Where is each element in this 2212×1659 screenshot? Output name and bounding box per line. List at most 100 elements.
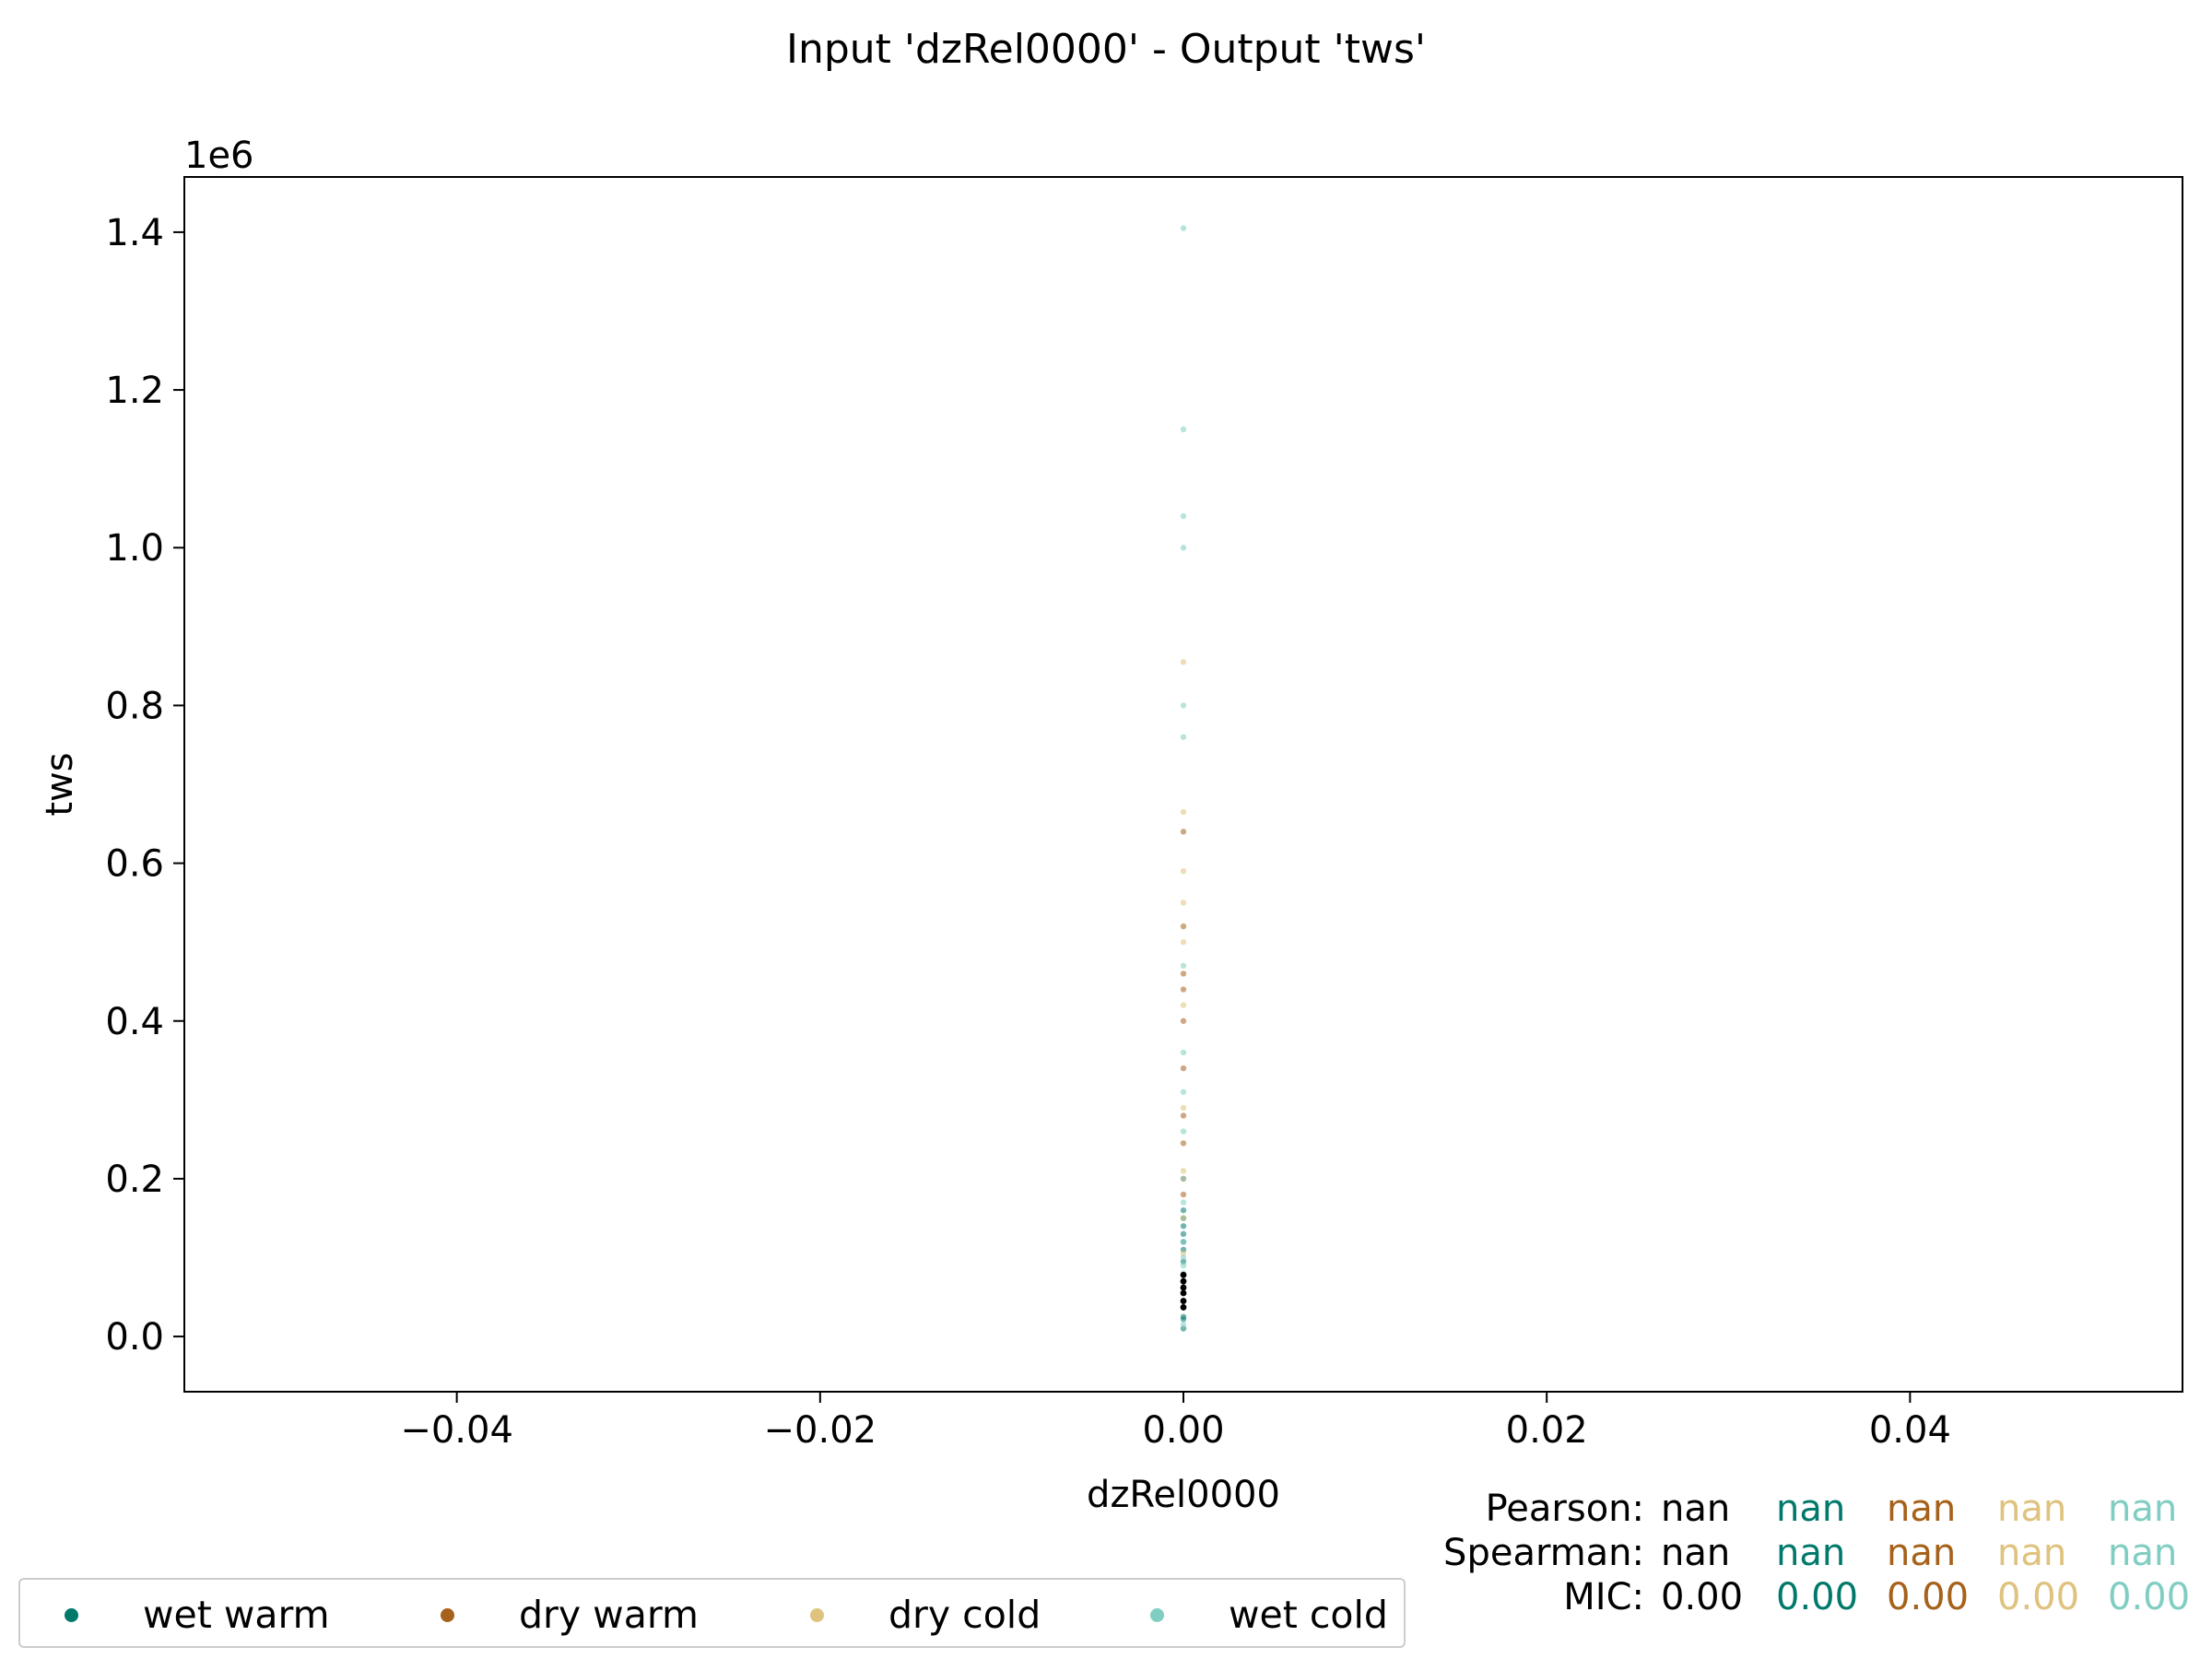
y-tick-label: 0.4 — [105, 1001, 164, 1043]
legend-label-dry-warm: dry warm — [519, 1593, 699, 1637]
data-point-dry-warm — [1180, 1018, 1187, 1024]
legend-marker-dry-cold — [810, 1607, 824, 1622]
stat-value: nan — [2108, 1488, 2178, 1530]
legend: wet warm dry warm dry cold wet cold — [18, 1578, 1406, 1648]
stat-row: Spearman: nan nan nan nan nan — [1410, 1532, 2203, 1576]
x-axis-label: dzRel0000 — [1087, 1474, 1280, 1516]
stat-value: nan — [1776, 1532, 1846, 1574]
axes-layer: −0.04 −0.02 0.00 0.02 0.04 0.0 0.2 0.4 0.6 0.8 1.0… — [39, 135, 1951, 1516]
legend-label-wet-warm: wet warm — [143, 1593, 330, 1637]
x-tick-label: 0.00 — [1142, 1409, 1224, 1452]
data-point-dry-cold — [1180, 659, 1187, 665]
data-point-highlight — [1180, 1271, 1187, 1278]
data-point-dry-cold — [1180, 1002, 1187, 1008]
data-point-dry-cold — [1180, 1168, 1187, 1174]
stat-value: nan — [1997, 1488, 2067, 1530]
legend-marker-wet-cold — [1150, 1607, 1164, 1622]
stat-value: nan — [1997, 1532, 2067, 1574]
y-tick-label: 0.0 — [105, 1316, 164, 1359]
data-point-wet-cold — [1180, 512, 1187, 520]
data-point-wet-cold — [1180, 1049, 1187, 1056]
y-tick-label: 0.6 — [105, 843, 164, 886]
data-point-dry-warm — [1180, 971, 1187, 977]
y-offset-text: 1e6 — [184, 135, 254, 177]
data-point-wet-cold — [1180, 1175, 1187, 1182]
data-point-wet-warm — [1180, 1230, 1187, 1238]
x-tick-label: 0.04 — [1869, 1409, 1951, 1452]
stat-row: MIC: 0.00 0.00 0.00 0.00 0.00 — [1410, 1576, 2203, 1620]
data-point-highlight — [1180, 1304, 1187, 1311]
data-point-wet-cold — [1180, 545, 1187, 551]
legend-label-wet-cold: wet cold — [1229, 1593, 1388, 1637]
y-tick-label: 1.4 — [105, 212, 164, 254]
data-point-dry-cold — [1180, 1215, 1187, 1221]
data-point-wet-cold — [1180, 702, 1187, 709]
data-point-highlight — [1180, 1277, 1187, 1285]
data-point-dry-warm — [1180, 1191, 1187, 1198]
data-point-dry-warm — [1180, 1112, 1187, 1119]
stat-value: 0.00 — [1776, 1576, 1859, 1618]
data-point-dry-cold — [1180, 938, 1187, 946]
legend-item-wet-cold: wet cold — [1150, 1580, 1388, 1650]
stat-value: 0.00 — [1887, 1576, 1970, 1618]
data-point-wet-cold — [1180, 734, 1187, 740]
data-point-wet-cold — [1180, 1322, 1187, 1328]
data-point-wet-cold — [1180, 1239, 1187, 1245]
stat-value: nan — [1661, 1488, 1731, 1530]
correlation-stats: Pearson: nan nan nan nan nan Spearman: nan nan na… — [1410, 1488, 2203, 1653]
data-point-wet-warm — [1180, 1313, 1187, 1320]
legend-item-wet-warm: wet warm — [65, 1580, 330, 1650]
data-point-wet-warm — [1180, 1206, 1187, 1214]
data-point-dry-cold — [1180, 808, 1187, 816]
legend-marker-dry-warm — [441, 1607, 454, 1622]
data-point-dry-warm — [1180, 829, 1187, 835]
stat-value: nan — [2108, 1532, 2178, 1574]
stat-row: Pearson: nan nan nan nan nan — [1410, 1488, 2203, 1532]
legend-item-dry-warm: dry warm — [441, 1580, 699, 1650]
stat-value: nan — [1776, 1488, 1846, 1530]
legend-label-dry-cold: dry cold — [888, 1593, 1041, 1637]
data-point-wet-cold — [1180, 1199, 1187, 1206]
data-point-wet-cold — [1180, 1128, 1187, 1135]
stat-value: nan — [1887, 1488, 1957, 1530]
y-tick-label: 0.2 — [105, 1159, 164, 1201]
data-point-dry-cold — [1180, 900, 1187, 906]
legend-marker-wet-warm — [65, 1607, 78, 1622]
legend-item-dry-cold: dry cold — [810, 1580, 1041, 1650]
data-point-dry-warm — [1180, 986, 1187, 993]
data-point-wet-cold — [1180, 962, 1187, 970]
data-point-dry-warm — [1180, 1065, 1187, 1072]
chart-title: Input 'dzRel0000' - Output 'tws' — [785, 26, 1427, 73]
stat-label: MIC: — [1563, 1576, 1644, 1618]
stat-label: Spearman: — [1443, 1532, 1644, 1574]
data-point-wet-cold — [1180, 426, 1187, 433]
data-point-wet-cold — [1180, 1088, 1187, 1095]
stat-label: Pearson: — [1485, 1488, 1644, 1530]
stat-value: 0.00 — [1997, 1576, 2080, 1618]
data-point-dry-cold — [1180, 1104, 1187, 1112]
x-tick-label: −0.02 — [764, 1409, 877, 1452]
data-point-wet-cold — [1180, 225, 1187, 231]
data-point-wet-cold — [1180, 1254, 1187, 1261]
data-point-wet-cold — [1180, 1262, 1187, 1269]
y-tick-label: 1.0 — [105, 527, 164, 570]
stat-value: nan — [1887, 1532, 1957, 1574]
data-point-dry-cold — [1180, 867, 1187, 875]
y-tick-label: 1.2 — [105, 370, 164, 412]
stat-value: 0.00 — [1661, 1576, 1744, 1618]
x-tick-label: −0.04 — [400, 1409, 513, 1452]
data-point-highlight — [1180, 1284, 1187, 1291]
y-axis-label: tws — [39, 752, 81, 816]
stat-value: nan — [1661, 1532, 1731, 1574]
y-tick-label: 0.8 — [105, 685, 164, 727]
data-point-dry-warm — [1180, 1140, 1187, 1147]
marks-layer — [1180, 225, 1187, 1332]
data-point-highlight — [1180, 1298, 1187, 1304]
data-point-dry-warm — [1180, 923, 1187, 930]
stat-value: 0.00 — [2108, 1576, 2191, 1618]
x-tick-label: 0.02 — [1506, 1409, 1588, 1452]
data-point-wet-warm — [1180, 1223, 1187, 1230]
data-point-highlight — [1180, 1289, 1187, 1297]
